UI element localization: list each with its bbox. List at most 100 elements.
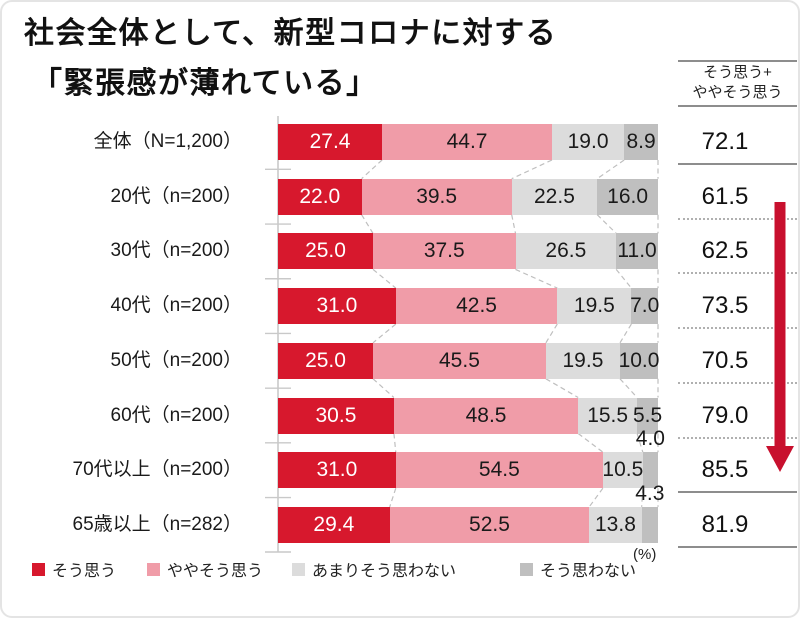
separator-line [678,327,797,330]
bar-row: 70代以上（n=200） 31.0 54.5 10.5 4.0 [2,427,798,489]
bar-segment-s4: 5.5 [633,397,662,434]
separator-line [678,436,797,439]
separator-line [678,272,797,275]
chart-title-line1: 社会全体として、新型コロナに対する [24,17,558,50]
legend-swatch-icon [520,562,533,576]
segment-value: 15.5 [587,403,629,427]
bar-segment-s2: 42.5 [395,288,558,325]
bar-segment-s4: 4.0 [636,427,665,489]
segment-value-above: 4.0 [635,427,665,451]
segment-value: 19.5 [573,294,615,318]
bar-segment-s1: 31.0 [278,288,396,325]
bar-segment-s3: 15.5 [578,397,638,434]
bar-segment-s1: 22.0 [278,178,362,215]
bar-segment-s4: 11.0 [616,233,658,270]
segment-value: 19.0 [567,130,609,153]
bar-segment-s2: 54.5 [395,452,603,489]
summary-header-line2: ややそう思う [692,84,783,101]
segment-value: 13.8 [595,512,636,536]
bar-segment-s3: 22.5 [511,178,598,215]
separator-line [678,60,797,62]
legend-swatch-icon [147,562,160,576]
separator-line [678,381,797,384]
category-label: 40代（n=200） [110,295,243,317]
bar-segment-s1: 29.4 [278,506,390,543]
bar-row: 60代（n=200） 30.5 48.5 15.5 5.5 [2,397,798,434]
bar-row: 40代（n=200） 31.0 42.5 19.5 7.0 [2,288,798,325]
segment-value: 37.5 [423,239,465,263]
bar-row: 50代（n=200） 25.0 45.5 19.5 10.0 [2,342,798,379]
segment-value: 10.5 [602,458,644,482]
segment-value: 19.5 [562,348,604,372]
segment-value: 44.7 [446,130,488,153]
legend-label: あまりそう思わない [312,563,457,580]
bar-segment-s4: 7.0 [630,288,660,325]
bar-segment-s1: 25.0 [278,342,373,379]
bar-segment-s3: 10.5 [602,452,644,489]
segment-value: 7.0 [630,294,660,318]
bar-segment-s4: 4.3 [635,482,664,543]
category-label: 70代以上（n=200） [72,459,243,481]
bar-segment-s1: 30.5 [278,397,394,434]
segment-value: 39.5 [416,184,458,208]
summary-value: 85.5 [701,456,749,484]
summary-header: そう思う+ ややそう思う [678,63,797,103]
bar-segment-s2: 39.5 [361,178,512,215]
bar-segment-s2: 48.5 [393,397,579,434]
bar-segment-s2: 37.5 [373,233,516,270]
segment-value: 26.5 [545,239,587,263]
summary-value: 81.9 [701,510,749,538]
bar-segment-s4: 8.9 [624,124,658,160]
segment-value: 11.0 [617,239,657,263]
summary-value: 79.0 [701,401,749,429]
separator-line [678,491,797,494]
segment-value-above: 4.3 [635,481,665,505]
bar-segment-s2: 52.5 [389,506,590,543]
segment-value: 52.5 [469,512,510,536]
bar-row: 30代（n=200） 25.0 37.5 26.5 11.0 [2,233,798,270]
legend-item: ややそう思う [147,560,263,580]
separator-line [678,163,797,165]
category-label: 50代（n=200） [110,349,243,371]
summary-value: 72.1 [701,128,749,155]
segment-value: 48.5 [465,403,507,427]
segment-value: 22.0 [299,184,341,208]
bar-segment-s2: 44.7 [382,124,552,160]
legend-swatch-icon [32,562,45,576]
bar-row: 20代（n=200） 22.0 39.5 22.5 16.0 [2,178,798,215]
segment-value: 10.0 [618,348,660,372]
segment-value: 27.4 [309,130,351,153]
segment-value: 42.5 [456,294,497,318]
bar-segment-s4: 16.0 [597,178,658,215]
bar-segment-s3: 19.5 [557,288,632,325]
separator-line [678,217,797,220]
segment-value: 29.4 [313,512,355,536]
bar-segment-s3: 19.5 [545,342,620,379]
category-label: 全体（N=1,200） [93,131,242,152]
bar-segment-s4: 10.0 [618,342,660,379]
legend-label: そう思う [52,563,117,580]
summary-value: 61.5 [701,182,749,210]
segment-value: 31.0 [316,294,358,318]
legend-item: そう思わない [520,560,636,580]
category-label: 65歳以上（n=282） [72,513,243,535]
separator-line [678,545,797,548]
summary-header-line1: そう思う+ [703,64,772,81]
segment-value: 5.5 [632,403,663,427]
segment-value: 45.5 [439,348,480,372]
separator-line [678,105,797,107]
summary-value: 73.5 [701,292,749,320]
bar-segment-s2: 45.5 [373,342,546,379]
segment-value: 25.0 [305,239,346,263]
legend-swatch-icon [292,562,305,576]
segment-value: 30.5 [315,403,357,427]
unit-label: (%) [633,546,657,563]
bar-segment-s1: 27.4 [278,124,383,160]
legend-item: あまりそう思わない [292,560,457,580]
category-label: 20代（n=200） [110,185,243,207]
segment-value: 22.5 [534,184,575,208]
bar-segment-s3: 26.5 [515,233,617,270]
bar-segment-s3: 13.8 [589,506,642,543]
segment-value: 31.0 [316,458,358,482]
